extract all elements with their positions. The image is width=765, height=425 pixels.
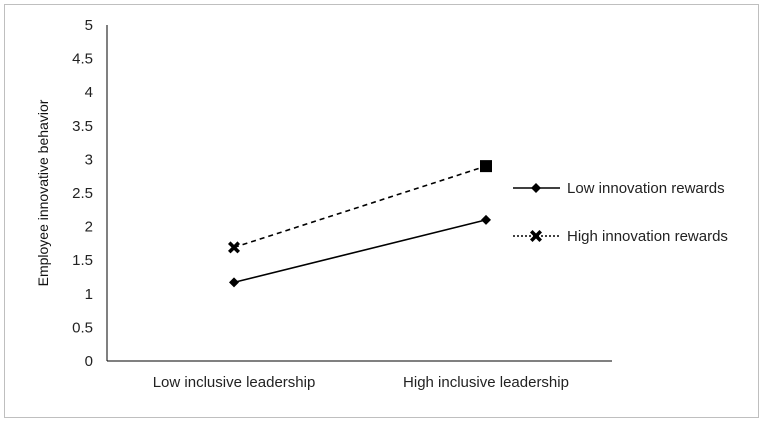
y-tick-label: 5 bbox=[85, 17, 93, 34]
legend: Low innovation rewards High innovation r… bbox=[513, 180, 728, 245]
y-tick-label: 4.5 bbox=[72, 51, 93, 68]
y-tick-label: 1.5 bbox=[72, 252, 93, 269]
y-tick-label: 2 bbox=[85, 219, 93, 236]
diamond-marker-icon bbox=[531, 183, 541, 193]
axes bbox=[106, 25, 612, 362]
y-tick-label: 2.5 bbox=[72, 185, 93, 202]
y-axis-label: Employee innovative behavior bbox=[35, 99, 51, 286]
y-tick-labels: 0 0.5 1 1.5 2 2.5 3 3.5 4 4.5 5 bbox=[72, 17, 93, 370]
series-line-low-innovation-rewards bbox=[233, 219, 487, 284]
y-tick-label: 3 bbox=[85, 151, 93, 168]
x-data-point bbox=[228, 241, 240, 254]
y-tick-label: 1 bbox=[85, 286, 93, 303]
chart-frame bbox=[4, 4, 759, 418]
y-tick-label: 4 bbox=[85, 84, 93, 101]
x-category-labels: Low inclusive leadership High inclusive … bbox=[153, 374, 569, 391]
square-data-point bbox=[480, 160, 492, 173]
y-tick-label: 3.5 bbox=[72, 118, 93, 135]
y-tick-label: 0.5 bbox=[72, 319, 93, 336]
legend-item-low-innovation-rewards: Low innovation rewards bbox=[513, 180, 725, 197]
diamond-data-point bbox=[229, 277, 239, 288]
legend-label: High innovation rewards bbox=[567, 228, 728, 245]
legend-item-high-innovation-rewards: High innovation rewards bbox=[513, 228, 728, 245]
diamond-data-point bbox=[481, 214, 491, 225]
x-marker-icon bbox=[530, 230, 542, 242]
x-category-label: High inclusive leadership bbox=[403, 374, 569, 391]
series-group bbox=[228, 160, 492, 288]
y-tick-label: 0 bbox=[85, 353, 93, 370]
series-line-high-innovation-rewards bbox=[233, 165, 487, 249]
legend-label: Low innovation rewards bbox=[567, 180, 725, 197]
x-category-label: Low inclusive leadership bbox=[153, 374, 316, 391]
